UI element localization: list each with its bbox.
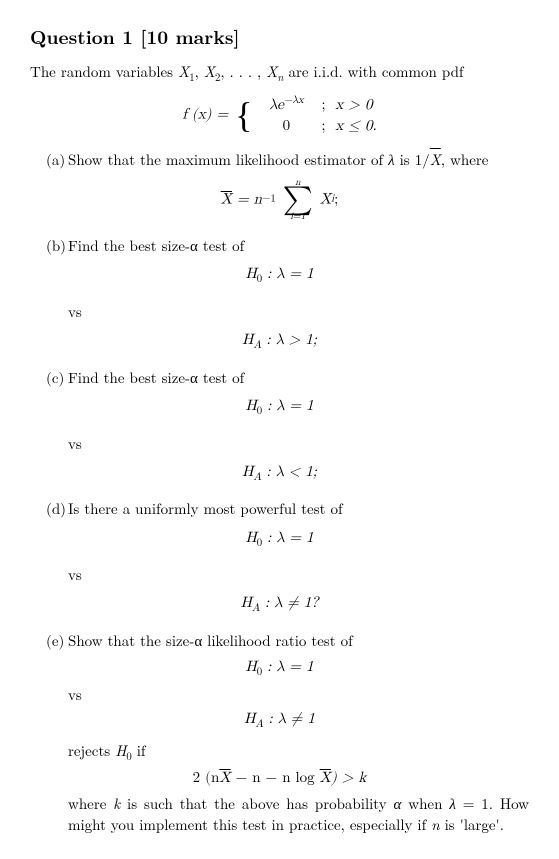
cases-block: λe−λx ; x > 0 0 ; x ≤ 0. — [261, 93, 376, 136]
stat-mid: − n − n log — [231, 770, 320, 785]
c-ha-h: H — [242, 464, 253, 479]
part-c-text: Find the best size-α test of — [68, 367, 244, 388]
part-c-h0: H0 : λ = 1 — [30, 396, 529, 420]
trail2: is such that the above has probability — [120, 793, 393, 814]
rejects-if: if — [132, 740, 146, 761]
b-h0-rhs: : λ = 1 — [262, 266, 313, 281]
case-row-2: 0 ; x ≤ 0. — [261, 115, 376, 136]
c-ha-rhs: : λ < 1; — [261, 464, 317, 479]
part-b-vs: vs — [68, 302, 529, 322]
part-c: (c)Find the best size-α test of — [46, 368, 529, 388]
case1-expr: λe−λx — [261, 93, 311, 115]
b-ha-h: H — [242, 332, 253, 347]
case2-semi: ; — [316, 115, 330, 136]
question-title: Question 1 [10 marks] — [30, 24, 529, 50]
part-a-text3: , where — [441, 149, 489, 170]
part-c-label: (c) — [46, 368, 68, 388]
part-d: (d)Is there a uniformly most powerful te… — [46, 499, 529, 519]
title-marks: [10 marks] — [140, 22, 239, 50]
intro-part2: are i.i.d. with common pdf — [283, 61, 463, 82]
e-ha-rhs: : λ ≠ 1 — [264, 711, 315, 726]
c-h0-h: H — [246, 398, 257, 413]
rej-h: H — [115, 740, 126, 761]
part-b: (b)Find the best size-α test of — [46, 236, 529, 256]
case1-lam: λe — [269, 97, 284, 112]
part-e: (e)Show that the size-α likelihood ratio… — [46, 631, 529, 651]
rv-x2: X — [204, 61, 215, 82]
part-d-label: (d) — [46, 499, 68, 519]
c-h0-rhs: : λ = 1 — [262, 398, 313, 413]
part-e-vs: vs — [68, 685, 529, 705]
sub-1: 1 — [189, 70, 194, 85]
rv-x1: X — [178, 61, 189, 82]
part-e-h0: H0 : λ = 1 — [30, 657, 529, 681]
part-a-text2: is 1/ — [395, 149, 430, 170]
intro-part1: The random variables — [30, 61, 178, 82]
sum-xi: X — [320, 192, 331, 207]
stat-post: ) > k — [331, 770, 366, 785]
d-ha-h: H — [241, 595, 252, 610]
d-h0-h: H — [246, 530, 257, 545]
e-h0-h: H — [246, 659, 257, 674]
e-ha-h: H — [244, 711, 255, 726]
pdf-definition: f (x) = { λe−λx ; x > 0 0 ; x ≤ 0. — [30, 93, 529, 136]
part-a-text1: Show that the maximum likelihood estimat… — [68, 149, 388, 170]
summation: n ∑ i=1 — [283, 178, 313, 222]
part-e-stat: 2 (nX − n − n log X) > k — [30, 768, 529, 788]
part-b-label: (b) — [46, 236, 68, 256]
stat-pre: 2 (n — [193, 770, 220, 785]
dots: , . . . , — [220, 61, 266, 82]
part-b-h0: H0 : λ = 1 — [30, 264, 529, 288]
case1-cond: x > 0 — [335, 94, 372, 115]
stat-x2: X — [320, 770, 331, 785]
d-ha-rhs: : λ ≠ 1? — [260, 595, 318, 610]
case1-semi: ; — [316, 94, 330, 115]
e-ha-sub: A — [255, 719, 263, 730]
part-d-h0: H0 : λ = 1 — [30, 528, 529, 552]
case1-exp: −λx — [284, 95, 304, 106]
trail1: where — [68, 793, 113, 814]
rejects-text: rejects — [68, 740, 115, 761]
part-c-vs: vs — [68, 434, 529, 454]
eq-exp: −1 — [262, 194, 276, 205]
d-ha-sub: A — [252, 603, 260, 614]
sum-tail: ; — [334, 192, 338, 207]
b-h0-h: H — [246, 266, 257, 281]
case2-cond: x ≤ 0. — [335, 115, 376, 136]
b-ha-rhs: : λ > 1; — [261, 332, 317, 347]
part-a: (a)Show that the maximum likelihood esti… — [46, 150, 529, 170]
d-h0-rhs: : λ = 1 — [262, 530, 313, 545]
e-h0-rhs: : λ = 1 — [262, 659, 313, 674]
part-d-ha: HA : λ ≠ 1? — [30, 593, 529, 617]
part-b-ha: HA : λ > 1; — [30, 330, 529, 354]
part-a-label: (a) — [46, 150, 68, 170]
part-d-vs: vs — [68, 565, 529, 585]
trail-n: n — [431, 814, 439, 835]
part-d-text: Is there a uniformly most powerful test … — [68, 498, 343, 519]
trail3: when — [401, 793, 449, 814]
trail5: is 'large'. — [440, 814, 504, 835]
part-a-equation: X = n−1 n ∑ i=1 Xi; — [30, 178, 529, 222]
intro-text: The random variables X1, X2, . . . , Xn … — [30, 62, 529, 86]
title-prefix: Question 1 — [30, 22, 140, 50]
part-e-rejects: rejects H0 if — [68, 741, 529, 765]
part-e-label: (e) — [46, 631, 68, 651]
rv-xn: X — [266, 61, 277, 82]
eq-xbar: X — [221, 192, 232, 207]
f-of-x: f (x) = — [182, 107, 233, 122]
part-b-text: Find the best size-α test of — [68, 235, 244, 256]
part-c-ha: HA : λ < 1; — [30, 462, 529, 486]
part-e-trail: where k is such that the above has proba… — [68, 794, 529, 835]
part-e-ha: HA : λ ≠ 1 — [30, 709, 529, 733]
case-row-1: λe−λx ; x > 0 — [261, 93, 376, 115]
case2-expr: 0 — [261, 115, 311, 136]
stat-x1: X — [219, 770, 230, 785]
eq-mid: = n — [232, 192, 262, 207]
part-e-text: Show that the size-α likelihood ratio te… — [68, 630, 353, 651]
part-a-xbar: X — [430, 149, 441, 170]
sum-symbol: ∑ — [283, 188, 313, 212]
left-brace: { — [235, 101, 252, 129]
